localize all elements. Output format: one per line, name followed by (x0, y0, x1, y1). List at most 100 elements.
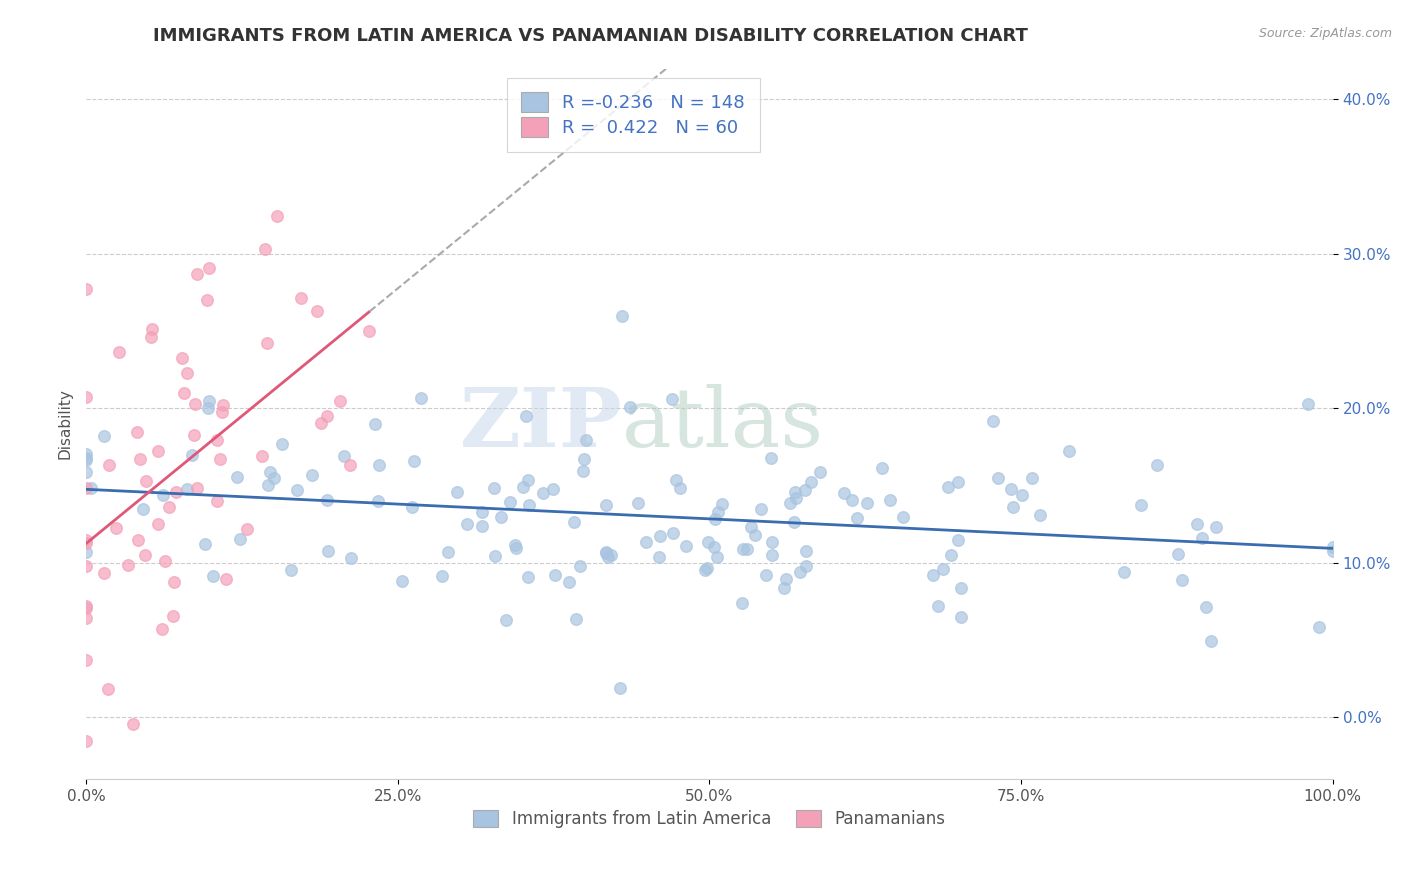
Point (165, 484, 187, 499)
Point (75, 390, 97, 404)
Point (1057, 444, 1080, 458)
Point (759, 450, 782, 465)
Point (318, 544, 340, 558)
Point (789, 565, 811, 579)
Point (141, 321, 163, 335)
Point (703, 540, 725, 554)
Point (184, 397, 207, 411)
Point (661, 392, 683, 406)
Point (1167, 547, 1189, 561)
Point (256, 336, 278, 351)
Point (1021, 471, 1043, 485)
Point (782, 515, 804, 529)
Point (186, 481, 208, 495)
Point (259, 466, 281, 480)
Point (128, 452, 150, 467)
Point (75, 282, 97, 296)
Point (775, 572, 797, 586)
Point (367, 458, 389, 472)
Point (226, 470, 249, 484)
Point (194, 536, 217, 550)
Point (512, 480, 534, 494)
Point (157, 500, 180, 515)
Point (565, 612, 588, 626)
Point (186, 267, 208, 281)
Point (669, 481, 692, 495)
Point (794, 559, 817, 574)
Point (598, 550, 620, 565)
Legend: Immigrants from Latin America, Panamanians: Immigrants from Latin America, Panamania… (467, 803, 952, 835)
Point (936, 480, 959, 494)
Point (696, 561, 718, 575)
Point (212, 398, 235, 412)
Point (1199, 633, 1222, 648)
Point (107, 345, 129, 359)
Point (134, 548, 156, 562)
Point (505, 541, 527, 555)
Point (495, 613, 517, 627)
Point (575, 434, 598, 448)
Point (1029, 508, 1052, 523)
Point (870, 460, 893, 475)
Point (198, 260, 221, 275)
Point (891, 509, 914, 524)
Point (162, 609, 184, 624)
Point (201, 569, 224, 583)
Point (359, 324, 381, 338)
Point (662, 526, 685, 541)
Point (153, 554, 176, 568)
Point (430, 569, 453, 583)
Point (235, 523, 257, 537)
Point (340, 551, 363, 566)
Point (401, 500, 423, 514)
Point (183, 428, 205, 442)
Point (329, 394, 352, 409)
Point (180, 448, 202, 462)
Point (176, 482, 198, 496)
Point (541, 482, 564, 496)
Point (215, 572, 238, 586)
Point (391, 574, 413, 589)
Point (75, 545, 97, 559)
Point (1001, 500, 1024, 515)
Point (755, 568, 778, 582)
Point (1308, 620, 1330, 634)
Point (610, 309, 633, 323)
Point (471, 504, 494, 518)
Point (172, 351, 194, 366)
Point (693, 563, 716, 577)
Point (503, 538, 526, 552)
Point (1296, 397, 1319, 411)
Point (1130, 499, 1153, 513)
Point (846, 511, 869, 525)
Point (1185, 516, 1208, 531)
Point (634, 535, 657, 549)
Point (517, 570, 540, 584)
Point (139, 330, 162, 344)
Point (409, 391, 432, 405)
Point (135, 474, 157, 488)
Point (121, 717, 143, 731)
Point (704, 511, 727, 525)
Point (132, 502, 155, 516)
Point (471, 519, 494, 533)
Point (569, 558, 592, 573)
Text: Source: ZipAtlas.com: Source: ZipAtlas.com (1258, 27, 1392, 40)
Point (800, 475, 823, 490)
Point (152, 488, 174, 502)
Point (207, 434, 229, 448)
Point (446, 485, 468, 500)
Point (75, 536, 97, 550)
Point (932, 562, 955, 576)
Point (627, 496, 650, 510)
Point (146, 444, 169, 458)
Point (75, 601, 97, 615)
Point (595, 498, 617, 512)
Point (484, 549, 506, 563)
Point (253, 242, 276, 256)
Point (173, 386, 195, 401)
Point (773, 581, 796, 595)
Point (75, 599, 97, 613)
Point (75, 558, 97, 573)
Point (1205, 520, 1227, 534)
